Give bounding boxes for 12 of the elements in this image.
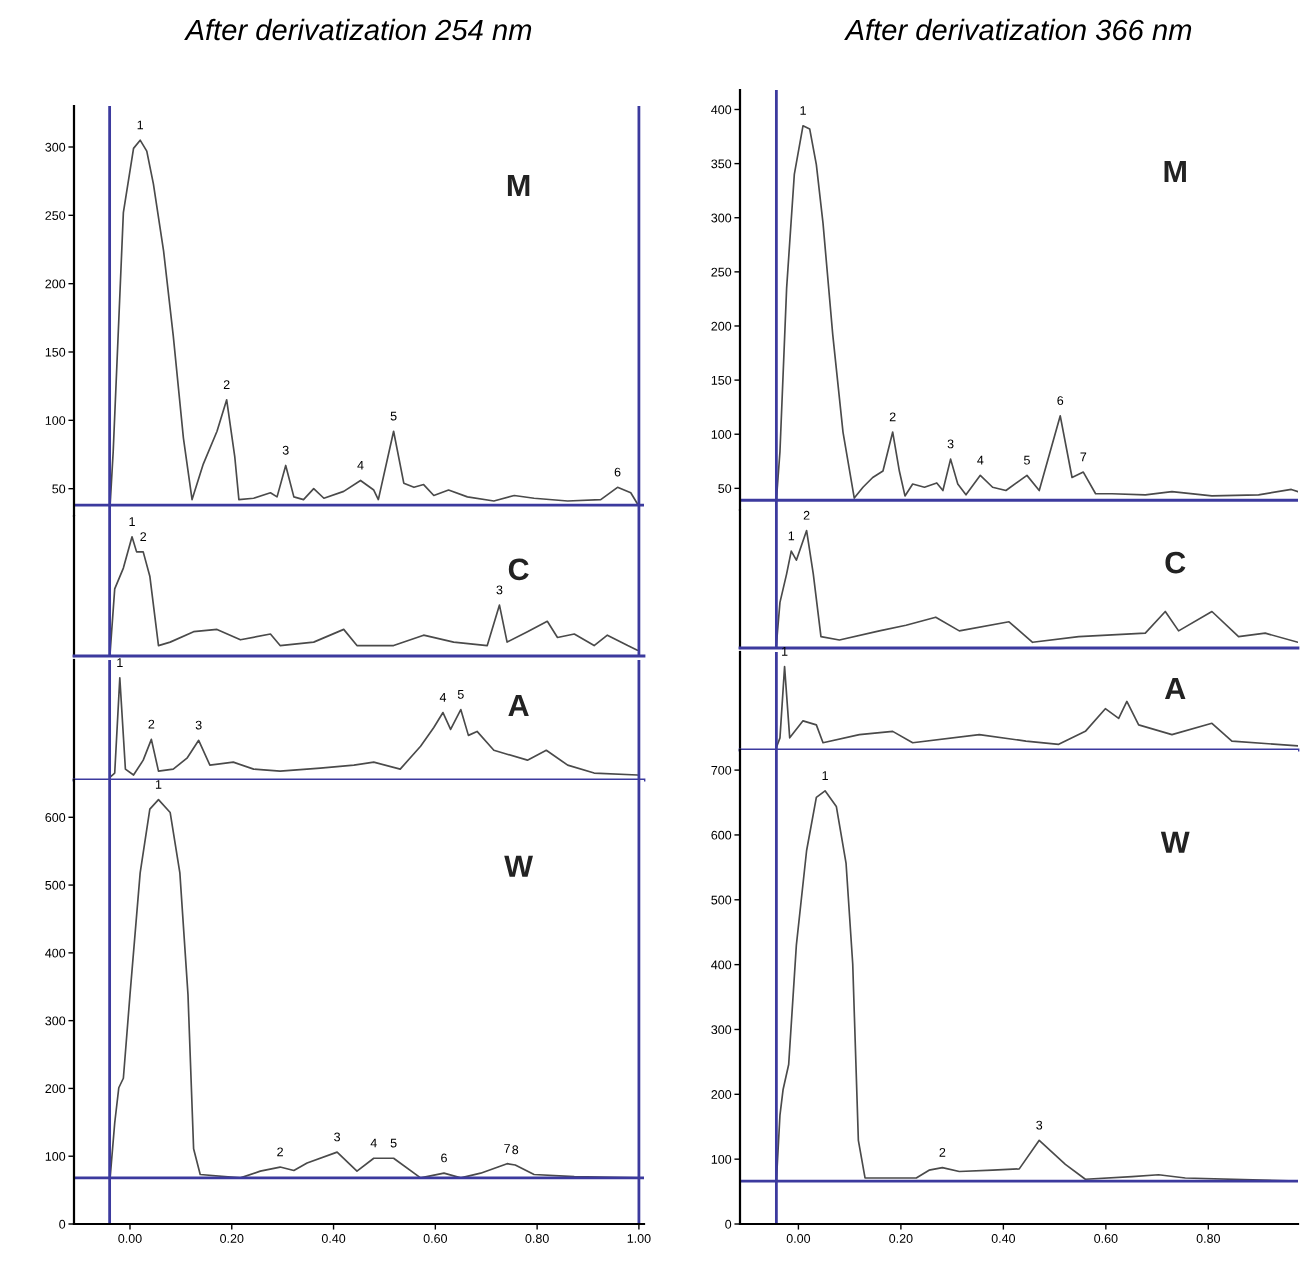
annotation: W xyxy=(504,855,533,877)
annotation: C xyxy=(508,558,529,581)
line-series xyxy=(109,139,639,506)
annotation: C xyxy=(1165,551,1186,574)
line-series xyxy=(775,124,1298,502)
annotation: M xyxy=(1164,160,1186,182)
chart-title: After derivatization 254 nm xyxy=(184,18,532,41)
chart-title: After derivatization 366 nm xyxy=(844,18,1192,41)
annotation: M xyxy=(507,174,530,196)
annotation: W xyxy=(1160,831,1190,853)
annotation: A xyxy=(1164,678,1186,700)
annotation: A xyxy=(508,694,529,716)
